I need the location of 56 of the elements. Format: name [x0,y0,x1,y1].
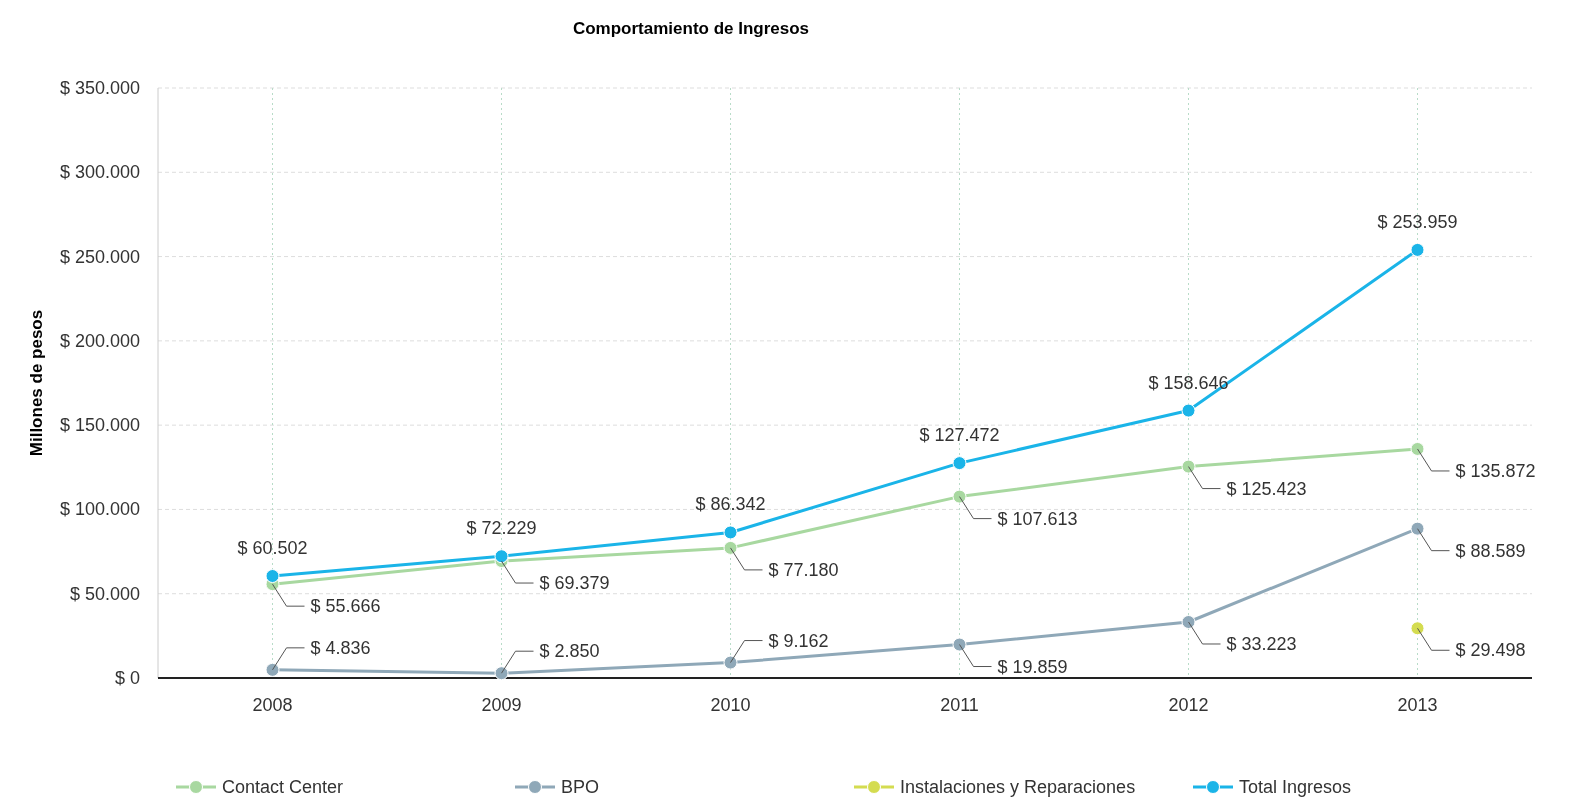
x-tick-label: 2010 [710,695,751,715]
y-tick-label: $ 350.000 [59,78,140,98]
point [265,662,280,677]
point [952,637,967,652]
data-label: $ 60.502 [237,538,308,559]
data-label: $ 19.859 [997,656,1068,677]
point [494,666,509,681]
x-tick-label: 2011 [940,695,979,715]
data-label: $ 125.423 [1226,478,1307,499]
y-tick-label: $ 250.000 [59,246,140,267]
chart-title: Comportamiento de Ingresos [572,19,810,38]
y-axis-title: Millones de pesos [27,309,46,457]
point [952,489,967,504]
y-tick-label: $ 50.000 [69,583,140,604]
data-label: $ 55.666 [310,596,381,617]
point [1410,621,1425,636]
point [1410,441,1425,456]
data-label: $ 127.472 [919,425,1000,446]
point [723,540,738,555]
y-tick-label: $ 300.000 [59,162,140,183]
point [1181,615,1196,629]
data-label: $ 158.646 [1148,372,1229,393]
point [952,456,967,471]
point [1410,521,1425,536]
legend-label: BPO [561,777,600,797]
point [1410,242,1425,257]
x-tick-label: 2012 [1168,695,1209,715]
point [723,525,738,540]
legend-label: Contact Center [222,777,344,797]
point [723,655,738,670]
y-tick-label: $ 200.000 [59,330,140,351]
data-label: $ 86.342 [695,494,766,515]
x-tick-label: 2013 [1397,695,1438,715]
data-label: $ 72.229 [466,518,537,539]
point [494,549,509,564]
legend-label: Instalaciones y Reparaciones [900,777,1136,797]
point [1181,459,1196,474]
data-label: $ 9.162 [768,630,829,651]
data-label: $ 2.850 [539,641,600,662]
data-label: $ 4.836 [310,637,371,658]
x-tick-label: 2009 [481,695,522,715]
data-label: $ 88.589 [1455,540,1526,561]
data-label: $ 135.872 [1455,460,1536,481]
data-label: $ 29.498 [1455,640,1526,661]
data-label: $ 77.180 [768,559,839,580]
point [265,569,280,584]
y-tick-label: $ 100.000 [59,499,140,520]
y-tick-label: $ 150.000 [59,415,140,436]
legend-label: Total Ingresos [1239,777,1352,797]
data-label: $ 253.959 [1377,211,1458,232]
point [1181,403,1196,418]
data-label: $ 69.379 [539,573,610,594]
x-tick-label: 2008 [252,695,293,715]
data-label: $ 107.613 [997,508,1078,529]
data-label: $ 33.223 [1226,634,1297,654]
y-tick-label: $ 0 [114,668,140,688]
